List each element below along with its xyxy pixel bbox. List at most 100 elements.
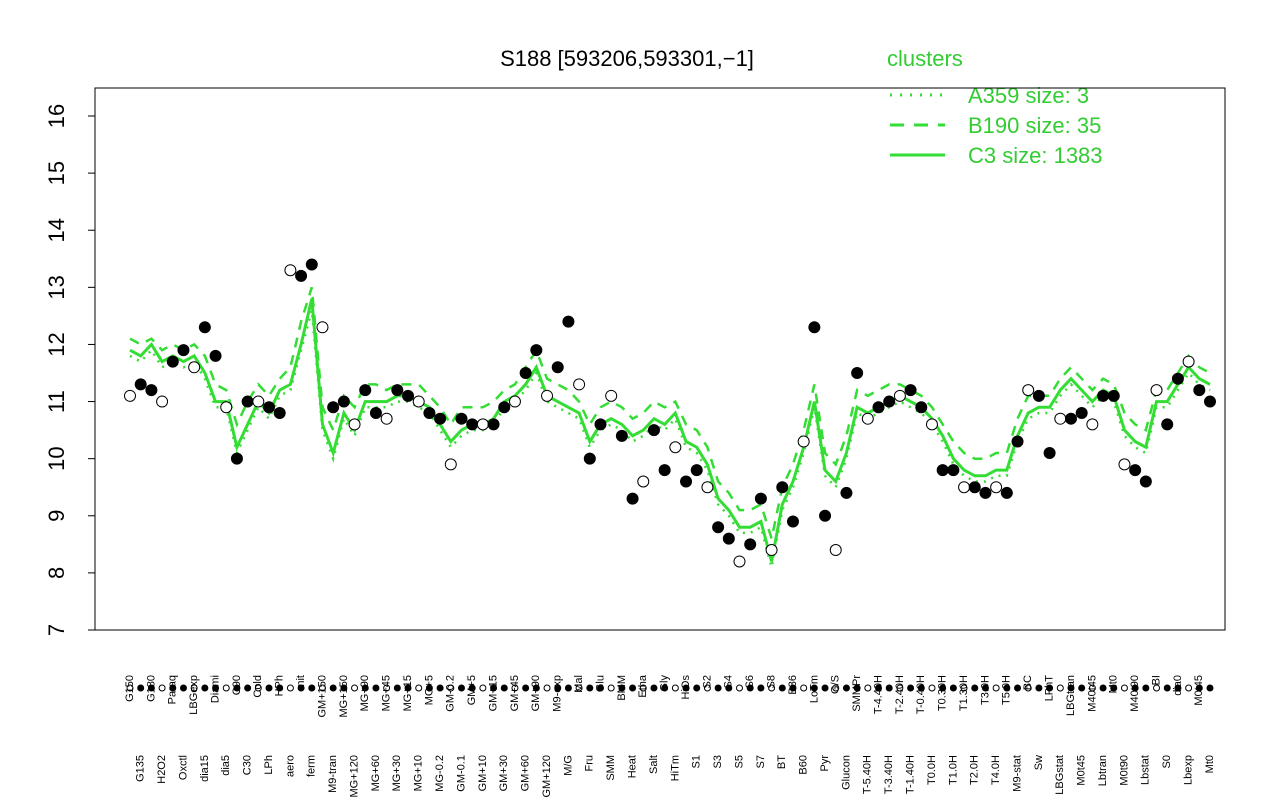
x-rug-marker [490, 684, 498, 692]
x-rug-marker [789, 684, 797, 692]
x-rug-marker [479, 684, 487, 692]
data-points [124, 258, 1216, 568]
x-rug-marker [714, 684, 722, 692]
x-tick-label: S6 [744, 675, 756, 688]
data-point [1161, 418, 1174, 431]
data-point [1086, 418, 1099, 431]
x-tick-label: T0.0H [926, 755, 938, 785]
data-point [466, 418, 479, 431]
data-point [402, 389, 415, 402]
data-point [220, 401, 233, 414]
x-tick-label: Diami [209, 675, 221, 703]
x-tick-label: LoTm [808, 675, 820, 703]
x-rug-marker [629, 684, 637, 692]
x-tick-label: MG+30 [391, 755, 403, 791]
data-point [947, 464, 960, 477]
x-tick-label: S0 [1161, 755, 1173, 768]
x-rug-marker [885, 684, 893, 692]
x-rug-marker [254, 684, 262, 692]
data-point [1011, 435, 1024, 448]
data-point [893, 389, 906, 402]
x-rug-marker [393, 684, 401, 692]
x-tick-label: GM+10 [477, 755, 489, 791]
data-point [1032, 389, 1045, 402]
data-point [1000, 486, 1013, 499]
data-point [776, 481, 789, 494]
x-tick-label: MG+120 [348, 755, 360, 798]
x-tick-label: Sw [1033, 755, 1045, 770]
x-rug-marker [618, 684, 626, 692]
x-rug-marker [736, 684, 744, 692]
x-rug-marker [971, 684, 979, 692]
x-tick-label: S2 [701, 675, 713, 688]
x-tick-label: T-3.40H [883, 755, 895, 794]
data-point [177, 344, 190, 357]
x-rug-marker [169, 684, 177, 692]
data-point [786, 515, 799, 528]
data-point [391, 384, 404, 397]
data-point [1204, 395, 1216, 408]
x-tick-label: LPh [263, 755, 275, 775]
data-point [1054, 412, 1067, 425]
data-point [166, 355, 179, 368]
x-rug-marker [351, 684, 359, 692]
data-point [337, 395, 350, 408]
x-tick-label: GM-0.2 [445, 675, 457, 712]
data-point [925, 418, 938, 431]
x-tick-label: MG+5 [423, 675, 435, 705]
x-rug-marker [875, 684, 883, 692]
data-point [444, 458, 457, 471]
x-rug-marker [543, 684, 551, 692]
x-rug-marker [158, 684, 166, 692]
data-point [1118, 458, 1131, 471]
data-point [765, 544, 778, 557]
x-tick-label: BMM [616, 675, 628, 701]
x-tick-label: Lbexp [1183, 755, 1195, 785]
data-point [1107, 389, 1120, 402]
x-tick-label: MG+90 [359, 675, 371, 711]
x-tick-label: ferm [306, 755, 318, 777]
data-point [808, 321, 821, 334]
x-tick-label: T-0.40H [915, 675, 927, 714]
data-point [124, 389, 136, 402]
data-point [327, 401, 340, 414]
plot-frame [94, 87, 1226, 631]
data-point [487, 418, 500, 431]
x-tick-label: C90 [231, 675, 243, 695]
x-rug-marker [693, 684, 701, 692]
x-rug-marker [361, 684, 369, 692]
x-tick-label: T4.0H [990, 755, 1002, 785]
series-line-dotted [129, 309, 1211, 568]
x-tick-label: M40t90 [1129, 675, 1141, 712]
data-point [455, 412, 468, 425]
x-tick-label: S8 [765, 675, 777, 688]
x-rug-marker [1142, 684, 1150, 692]
x-rug-marker [308, 684, 316, 692]
x-rug-marker [372, 684, 380, 692]
data-point [615, 429, 628, 442]
x-rug-marker [244, 684, 252, 692]
x-tick-label: G150 [124, 675, 136, 702]
data-point [605, 389, 618, 402]
x-tick-label: S7 [755, 755, 767, 768]
data-point [819, 509, 832, 522]
legend: clusters A359 size: 3 B190 size: 35 C3 siz… [887, 46, 1103, 168]
x-rug-marker [949, 684, 957, 692]
y-tick-label: 15 [44, 161, 69, 185]
x-rug-marker [318, 684, 326, 692]
data-point [134, 378, 147, 391]
x-tick-label: T-1.40H [905, 755, 917, 794]
x-tick-label: MG+45 [381, 675, 393, 711]
data-point [1043, 446, 1056, 459]
data-point [712, 521, 725, 534]
x-rug-marker [853, 684, 861, 692]
x-rug-marker [596, 684, 604, 692]
x-rug-marker [329, 684, 337, 692]
data-point [188, 361, 201, 374]
x-tick-label: GM+45 [509, 675, 521, 711]
data-point [851, 367, 864, 379]
data-point [722, 532, 735, 545]
x-rug-marker [960, 684, 968, 692]
x-rug-marker [832, 684, 840, 692]
